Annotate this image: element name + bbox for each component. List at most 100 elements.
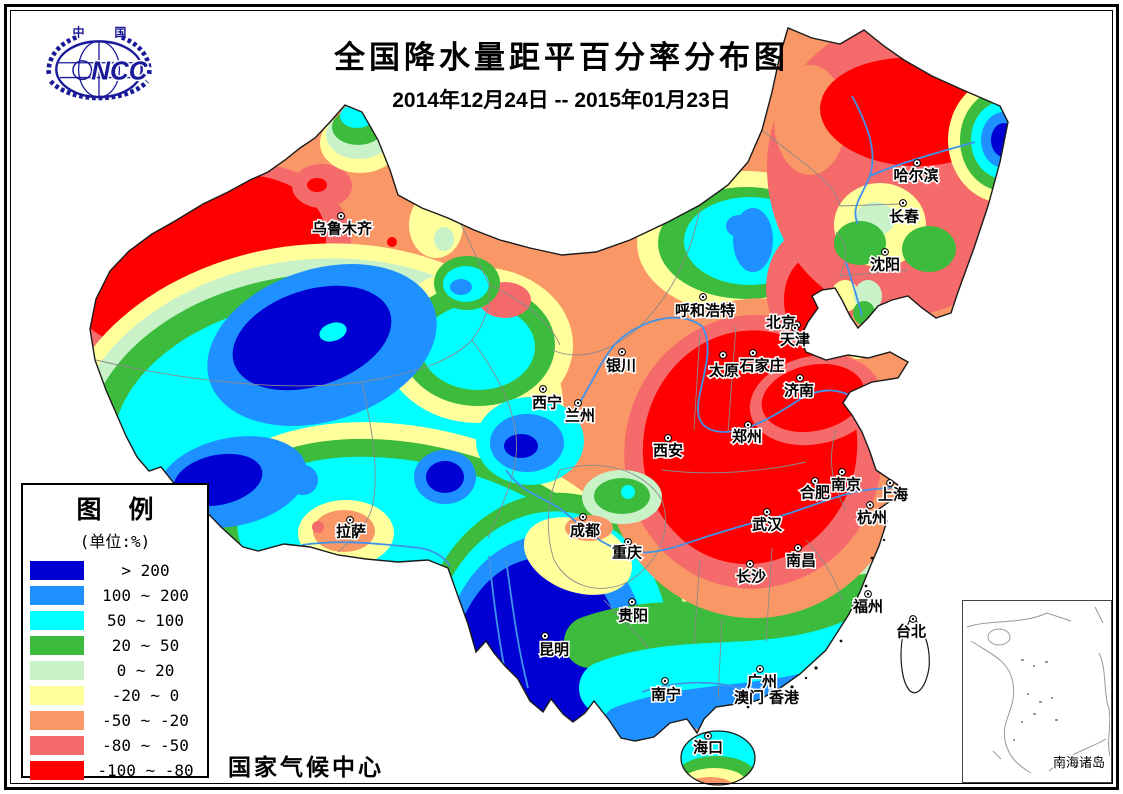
legend-swatch bbox=[30, 661, 84, 680]
city-银川: 银川 bbox=[604, 348, 638, 376]
legend-label: > 200 bbox=[121, 561, 170, 580]
city-长沙: 长沙 bbox=[734, 560, 768, 587]
city-西宁: 西宁 bbox=[530, 385, 564, 413]
legend-swatch bbox=[30, 761, 84, 780]
ncc-logo: 中 国 NCC bbox=[46, 25, 152, 101]
legend-row: -80 ~ -50 bbox=[23, 733, 207, 758]
city-济南: 济南 bbox=[782, 374, 816, 401]
city-合肥: 合肥 bbox=[797, 477, 832, 503]
agency-credit: 国家气候中心 bbox=[228, 754, 384, 780]
city-label: 武汉 bbox=[752, 516, 783, 534]
legend-row: 0 ~ 20 bbox=[23, 658, 207, 683]
city-marker-dot bbox=[796, 546, 800, 550]
city-label: 合肥 bbox=[799, 484, 830, 502]
city-南昌: 南昌 bbox=[784, 544, 818, 571]
city-南宁: 南宁 bbox=[649, 677, 683, 705]
city-marker-dot bbox=[748, 562, 752, 566]
city-marker-dot bbox=[758, 667, 762, 671]
city-marker-dot bbox=[888, 481, 892, 485]
city-重庆: 重庆 bbox=[610, 538, 644, 563]
city-长春: 长春 bbox=[887, 199, 921, 227]
city-拉萨: 拉萨 bbox=[334, 516, 368, 542]
city-marker-dot bbox=[620, 350, 624, 354]
city-label: 台北 bbox=[896, 623, 926, 641]
city-marker-dot bbox=[721, 353, 725, 357]
city-label: 昆明 bbox=[539, 642, 569, 659]
legend-swatch bbox=[30, 586, 84, 605]
city-label: 长沙 bbox=[736, 568, 766, 586]
legend-label: 20 ~ 50 bbox=[111, 636, 180, 655]
legend-swatch bbox=[30, 686, 84, 705]
city-marker-dot bbox=[348, 518, 352, 522]
city-成都: 成都 bbox=[568, 513, 602, 541]
city-台北: 台北 bbox=[894, 615, 928, 642]
city-label: 成都 bbox=[570, 522, 600, 540]
rivers bbox=[301, 95, 976, 693]
city-哈尔滨: 哈尔滨 bbox=[892, 159, 940, 186]
city-澳门: 澳门 bbox=[732, 687, 765, 708]
legend-swatch bbox=[30, 636, 84, 655]
city-marker-dot bbox=[866, 592, 870, 596]
city-label: 广州 bbox=[747, 673, 777, 691]
city-label: 西安 bbox=[653, 442, 683, 460]
city-福州: 福州 bbox=[850, 590, 885, 617]
city-marker-dot bbox=[541, 387, 545, 391]
city-label: 济南 bbox=[784, 382, 814, 400]
city-marker-dot bbox=[581, 515, 585, 519]
city-贵阳: 贵阳 bbox=[616, 598, 650, 626]
legend-unit: (单位:%) bbox=[79, 532, 151, 551]
city-label: 西宁 bbox=[532, 394, 562, 412]
city-marker-dot bbox=[576, 401, 580, 405]
city-marker-dot bbox=[840, 470, 844, 474]
legend-label: -80 ~ -50 bbox=[102, 736, 189, 755]
city-label: 澳门 bbox=[734, 689, 764, 707]
province-borders bbox=[95, 129, 909, 701]
legend-row: -20 ~ 0 bbox=[23, 683, 207, 708]
city-label: 太原 bbox=[709, 362, 739, 380]
city-marker-dot bbox=[915, 161, 919, 165]
city-marker-dot bbox=[883, 250, 887, 254]
city-昆明: 昆明 bbox=[537, 632, 571, 660]
city-marker-dot bbox=[706, 734, 710, 738]
inset-label: 南海诸岛 bbox=[1053, 755, 1105, 770]
legend-box: 图 例 (单位:%) > 200 100 ~ 200 50 ~ 100 20 ~ 50… bbox=[21, 483, 209, 780]
city-label: 石家庄 bbox=[738, 357, 784, 375]
legend-swatch bbox=[30, 736, 84, 755]
city-沈阳: 沈阳 bbox=[868, 248, 902, 275]
page-title: 全国降水量距平百分率分布图 bbox=[334, 40, 789, 75]
city-marker-dot bbox=[868, 503, 872, 507]
city-广州: 广州 bbox=[745, 665, 779, 692]
south-china-sea-inset: 南海诸岛 bbox=[962, 600, 1112, 783]
city-marker-dot bbox=[701, 295, 705, 299]
city-label: 兰州 bbox=[565, 407, 595, 425]
city-兰州: 兰州 bbox=[563, 399, 597, 426]
logo-char-right: 国 bbox=[114, 26, 126, 40]
city-marker-dot bbox=[663, 679, 667, 683]
legend-row: -50 ~ -20 bbox=[23, 708, 207, 733]
date-range: 2014年12月24日 -- 2015年01月23日 bbox=[392, 89, 731, 112]
city-郑州: 郑州 bbox=[730, 421, 764, 447]
city-label: 南宁 bbox=[651, 686, 681, 704]
city-marker-dot bbox=[911, 617, 915, 621]
legend-label: -50 ~ -20 bbox=[102, 711, 189, 730]
legend-label: 0 ~ 20 bbox=[116, 661, 175, 680]
city-南京: 南京 bbox=[829, 468, 863, 495]
city-label: 郑州 bbox=[732, 428, 762, 446]
city-marker-dot bbox=[765, 510, 769, 514]
city-杭州: 杭州 bbox=[855, 501, 889, 528]
legend-swatch bbox=[30, 711, 84, 730]
city-marker-dot bbox=[901, 201, 905, 205]
legend-row: > 200 bbox=[23, 558, 207, 583]
city-label: 北京 bbox=[766, 314, 796, 332]
legend-row: 20 ~ 50 bbox=[23, 633, 207, 658]
city-marker-dot bbox=[813, 479, 817, 483]
inset-map: 南海诸岛 bbox=[966, 606, 1111, 774]
city-marker-dot bbox=[798, 376, 802, 380]
city-label: 乌鲁木齐 bbox=[312, 220, 373, 238]
city-label: 重庆 bbox=[612, 544, 642, 562]
city-海口: 海口 bbox=[691, 732, 725, 758]
city-label: 沈阳 bbox=[870, 256, 900, 274]
city-label: 海口 bbox=[693, 739, 723, 757]
city-石家庄: 石家庄 bbox=[737, 349, 786, 376]
